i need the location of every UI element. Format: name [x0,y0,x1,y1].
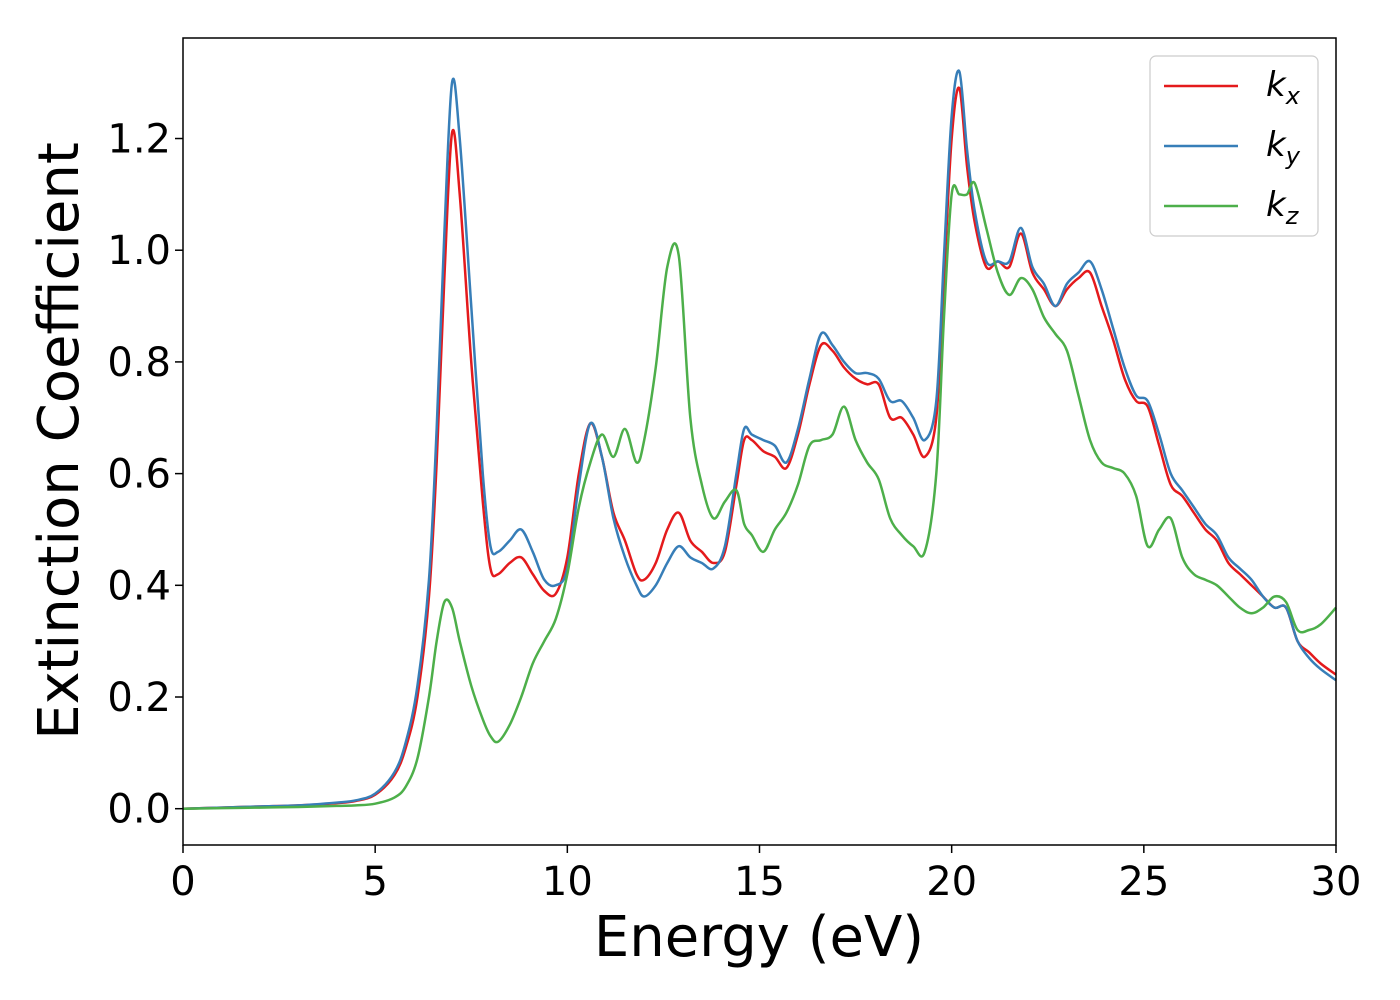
y-tick-label: 0.6 [107,452,171,498]
y-tick-label: 0.8 [107,340,171,386]
series-line-y [182,69,1337,810]
x-tick-label: 25 [1118,859,1169,905]
x-tick-label: 30 [1311,859,1362,905]
y-tick-label: 0.4 [107,563,171,609]
y-tick-label: 1.2 [107,117,171,163]
series-lines [182,69,1337,810]
x-tick-label: 20 [926,859,977,905]
x-axis-label: Energy (eV) [594,905,924,970]
series-line-x [182,86,1337,810]
y-axis-label: Extinction Coefficient [27,142,92,740]
y-axis: 0.0 0.2 0.4 0.6 0.8 1.0 1.2 [107,117,183,833]
series-line-z [182,180,1337,810]
x-tick-label: 5 [362,859,387,905]
y-tick-label: 1.0 [107,228,171,274]
x-tick-label: 10 [542,859,593,905]
x-axis: 0 5 10 15 20 25 30 [170,845,1361,905]
legend-label-z: kz [1266,185,1300,230]
y-tick-label: 0.0 [107,787,171,833]
x-tick-label: 15 [734,859,785,905]
x-tick-label: 0 [170,859,195,905]
y-tick-label: 0.2 [107,675,171,721]
